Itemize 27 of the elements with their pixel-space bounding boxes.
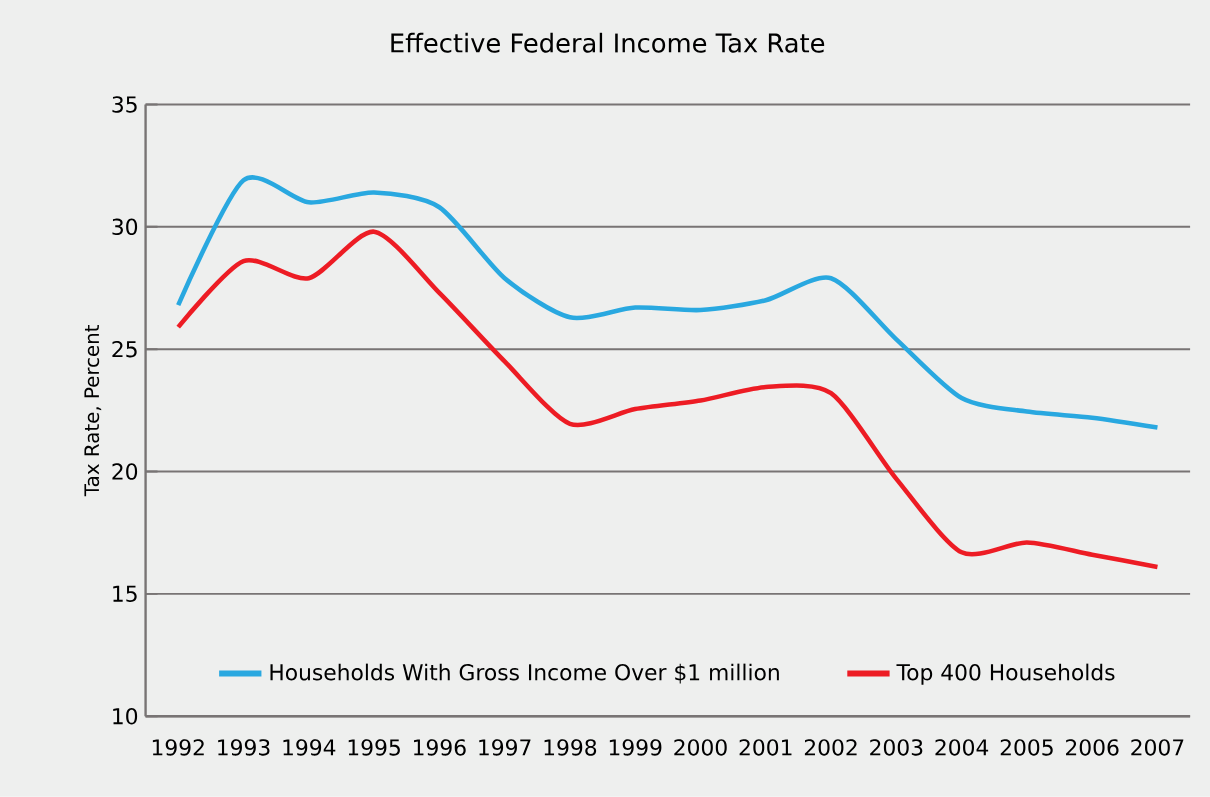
- y-tick-label: 35: [112, 96, 137, 113]
- x-tick-label: 2006: [1066, 739, 1119, 756]
- x-tick-label: 1993: [218, 739, 270, 756]
- x-tick-label: 1995: [348, 739, 400, 756]
- x-tick-label: 1996: [414, 739, 466, 756]
- x-tick-label: 2000: [674, 739, 727, 756]
- x-tick-label: 1992: [152, 739, 204, 756]
- x-tick-label: 2003: [870, 739, 923, 756]
- x-tick-label: 1998: [544, 739, 597, 756]
- x-tick-label: 1999: [609, 739, 662, 756]
- legend-label: Households With Gross Income Over $1 million: [270, 663, 779, 684]
- x-tick-label: 2005: [1000, 739, 1053, 756]
- chart-title: Effective Federal Income Tax Rate: [391, 32, 825, 53]
- x-tick-label: 1997: [479, 739, 531, 756]
- y-axis-title: Tax Rate, Percent: [84, 325, 102, 497]
- y-tick-label: 25: [112, 341, 137, 358]
- y-tick-label: 10: [113, 708, 138, 725]
- x-tick-label: 2004: [935, 739, 989, 756]
- y-tick-label: 15: [113, 585, 137, 603]
- line-series: [175, 229, 1160, 570]
- x-tick-label: 1994: [283, 739, 336, 756]
- y-tick-label: 30: [112, 218, 138, 236]
- y-tick-label: 20: [112, 463, 138, 480]
- x-tick-label: 2001: [739, 739, 792, 756]
- x-tick-label: 2007: [1131, 739, 1184, 756]
- legend-label: Top 400 Households: [896, 663, 1115, 685]
- x-tick-label: 2002: [804, 739, 857, 756]
